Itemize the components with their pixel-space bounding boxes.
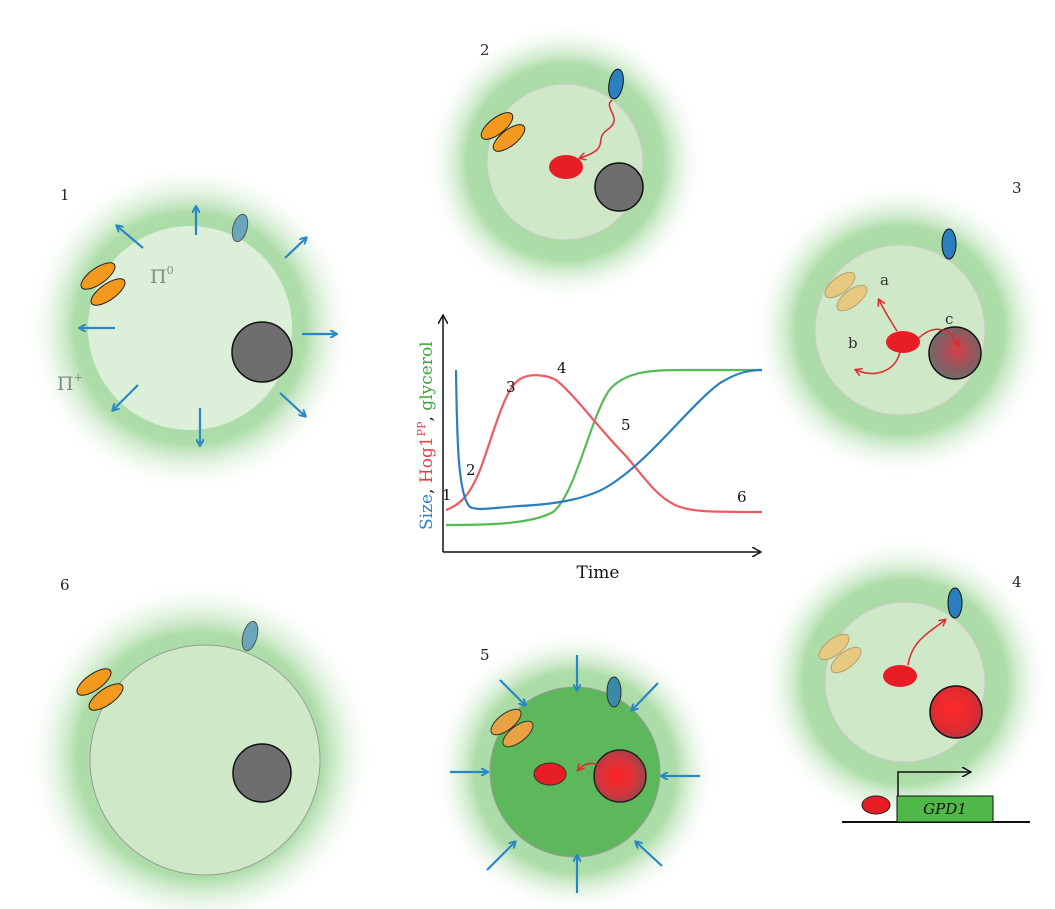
panel-6-nucleus <box>232 743 292 803</box>
panel-5-hog1 <box>533 762 567 786</box>
panel-4-arrow <box>907 620 945 666</box>
panel-1-sensor-orange <box>80 262 116 290</box>
panel-6-sensor-blue <box>241 620 259 652</box>
panel-6-sensor-orange <box>76 668 112 696</box>
graph-x-label: Time <box>577 563 620 583</box>
graph-marker-1: 1 <box>442 486 452 504</box>
panel-1: 1 Π0 Π+ <box>25 163 355 493</box>
graph-y-label: Size, Hog1PP, glycerol <box>415 341 437 530</box>
panel-3-nucleus <box>928 326 982 380</box>
panel-4-hog1 <box>883 665 917 687</box>
panel-6: 6 <box>25 576 375 909</box>
panel-5-sensor-orange <box>502 720 534 748</box>
panel-4-gene-label: GPD1 <box>923 800 967 818</box>
panel-4-number: 4 <box>1012 573 1022 591</box>
glycerol-curve <box>445 368 762 527</box>
panel-4-sensor-orange-faded <box>830 646 862 674</box>
panel-2-hog1 <box>549 155 583 179</box>
panel-6-cell <box>89 644 321 876</box>
panel-4-promoter-arrow <box>897 772 970 796</box>
panel-6-number: 6 <box>60 576 70 594</box>
graph-marker-2: 2 <box>466 461 476 479</box>
panel-4: 4 GPD1 <box>760 537 1050 827</box>
panel-2-sensor-orange <box>480 112 514 140</box>
panel-3-arrow-c <box>916 328 958 345</box>
panel-5-export-arrow <box>578 762 609 773</box>
panel-4-sensor-orange-faded <box>818 633 850 661</box>
panel-3-sensor-orange-faded <box>836 284 868 312</box>
panel-4-hog1-bound <box>861 795 891 815</box>
panel-3-sensor-orange-faded <box>824 271 856 299</box>
panel-5: 5 <box>432 629 718 909</box>
panel-1-pi-inside: Π0 <box>150 264 174 288</box>
graph-marker-6: 6 <box>737 488 747 506</box>
panel-5-sensor-blue <box>606 676 622 708</box>
panel-2-nucleus <box>594 162 644 212</box>
panel-3: 3 a b c <box>752 179 1048 478</box>
panel-1-sensor-orange <box>90 278 126 306</box>
panel-1-number: 1 <box>60 186 70 204</box>
panel-3-number: 3 <box>1012 179 1022 197</box>
panel-3-label-a: a <box>880 271 889 289</box>
panel-3-arrow-a <box>879 300 898 332</box>
panel-1-expansion-arrows <box>80 207 336 445</box>
panel-1-pi-outside: Π+ <box>57 371 83 395</box>
panel-4-sensor-blue <box>947 587 963 619</box>
panel-6-sensor-orange <box>88 683 124 711</box>
panel-1-nucleus <box>231 321 293 383</box>
panel-3-hog1 <box>886 331 920 353</box>
size-curve <box>454 368 763 511</box>
panel-3-arrow-b <box>856 351 901 373</box>
hog1pp-curve <box>445 374 763 514</box>
panel-5-number: 5 <box>480 646 490 664</box>
time-course-graph: Time Size, Hog1PP, glycerol 1 2 3 4 5 6 <box>415 316 763 583</box>
graph-marker-3: 3 <box>506 378 516 396</box>
panel-1-sensor-blue <box>231 213 249 243</box>
graph-marker-5: 5 <box>621 416 631 434</box>
panel-3-sensor-blue <box>941 228 957 260</box>
panel-5-shrink-arrows <box>450 655 700 893</box>
panel-4-gene-box <box>896 795 994 823</box>
panel-2-sensor-orange <box>492 124 526 152</box>
panel-3-label-b: b <box>848 334 858 352</box>
panel-4-nucleus <box>929 685 983 739</box>
panel-2-signal-arrow <box>580 99 615 158</box>
panel-5-sensor-orange <box>490 708 522 736</box>
panel-5-nucleus <box>593 749 647 803</box>
panel-2-sensor-blue <box>608 68 624 100</box>
graph-marker-4: 4 <box>557 359 567 377</box>
panel-1-cell <box>88 226 292 430</box>
panel-3-label-c: c <box>945 310 953 328</box>
panel-2: 2 <box>425 22 705 302</box>
